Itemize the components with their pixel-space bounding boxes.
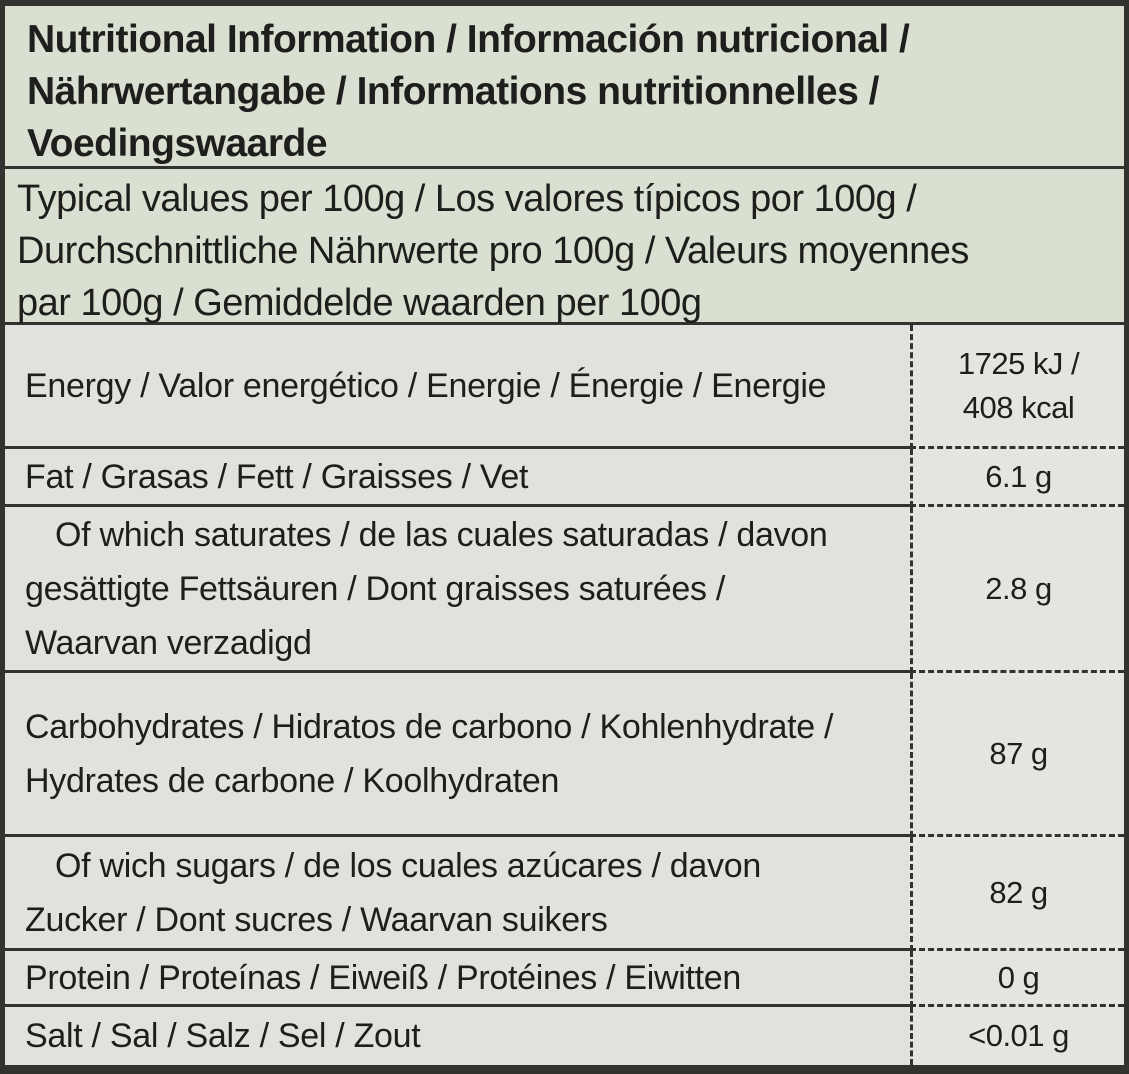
value-text: 87 g xyxy=(989,735,1048,771)
value-line-kj: 1725 kJ / xyxy=(957,345,1080,381)
nutrient-value: 1725 kJ / 408 kcal xyxy=(910,325,1124,450)
row-carbohydrates: Carbohydrates / Hidratos de carbono / Ko… xyxy=(5,673,1124,837)
nutrient-value: 2.8 g xyxy=(910,507,1124,674)
nutrient-name-text: Of wich sugars / de los cuales azúcares … xyxy=(25,846,761,939)
row-energy: Energy / Valor energético / Energie / Én… xyxy=(5,325,1124,450)
value-text: <0.01 g xyxy=(968,1018,1069,1053)
row-saturates: Of which saturates / de las cuales satur… xyxy=(5,507,1124,674)
title-line: Voedingswaarde xyxy=(27,122,328,165)
nutrient-name: Fat / Grasas / Fett / Graisses / Vet xyxy=(5,449,910,508)
nutrient-name: Of wich sugars / de los cuales azúcares … xyxy=(5,837,910,951)
subtitle-line: Typical values per 100g / Los valores tí… xyxy=(17,178,917,220)
nutrient-value: <0.01 g xyxy=(910,1007,1124,1065)
row-fat: Fat / Grasas / Fett / Graisses / Vet 6.1… xyxy=(5,449,1124,508)
nutrient-name: Protein / Proteínas / Eiweiß / Protéines… xyxy=(5,951,910,1007)
nutrient-name-text: Carbohydrates / Hidratos de carbono / Ko… xyxy=(25,707,834,800)
nutrient-name: Of which saturates / de las cuales satur… xyxy=(5,507,910,674)
nutrient-name: Carbohydrates / Hidratos de carbono / Ko… xyxy=(5,673,910,837)
nutrient-value: 82 g xyxy=(910,837,1124,951)
nutrient-name-text: Protein / Proteínas / Eiweiß / Protéines… xyxy=(25,958,742,997)
value-text: 6.1 g xyxy=(985,458,1052,494)
value-line-kcal: 408 kcal xyxy=(962,389,1075,425)
row-protein: Protein / Proteínas / Eiweiß / Protéines… xyxy=(5,951,1124,1007)
nutrient-name: Salt / Sal / Salz / Sel / Zout xyxy=(5,1007,910,1065)
nutrient-name: Energy / Valor energético / Energie / Én… xyxy=(5,325,910,450)
label-subtitle: Typical values per 100g / Los valores tí… xyxy=(5,169,1124,325)
row-salt: Salt / Sal / Salz / Sel / Zout <0.01 g xyxy=(5,1007,1124,1065)
subtitle-line: par 100g / Gemiddelde waarden per 100g xyxy=(17,282,702,324)
value-text: 0 g xyxy=(997,959,1040,995)
title-line: Nutritional Information / Información nu… xyxy=(27,18,910,61)
value-text: 82 g xyxy=(989,874,1048,910)
nutrient-name-text: Salt / Sal / Salz / Sel / Zout xyxy=(25,1017,421,1055)
nutrient-value: 87 g xyxy=(910,673,1124,837)
row-sugars: Of wich sugars / de los cuales azúcares … xyxy=(5,837,1124,951)
value-text: 2.8 g xyxy=(985,570,1052,606)
title-line: Nährwertangabe / Informations nutritionn… xyxy=(27,70,879,113)
nutrient-name-text: Fat / Grasas / Fett / Graisses / Vet xyxy=(25,457,529,496)
subtitle-line: Durchschnittliche Nährwerte pro 100g / V… xyxy=(17,230,969,272)
nutrient-value: 6.1 g xyxy=(910,449,1124,508)
nutrient-name-text: Energy / Valor energético / Energie / Én… xyxy=(25,366,827,405)
label-title: Nutritional Information / Información nu… xyxy=(5,6,1124,169)
nutrient-value: 0 g xyxy=(910,951,1124,1007)
nutrient-name-text: Of which saturates / de las cuales satur… xyxy=(25,515,828,662)
